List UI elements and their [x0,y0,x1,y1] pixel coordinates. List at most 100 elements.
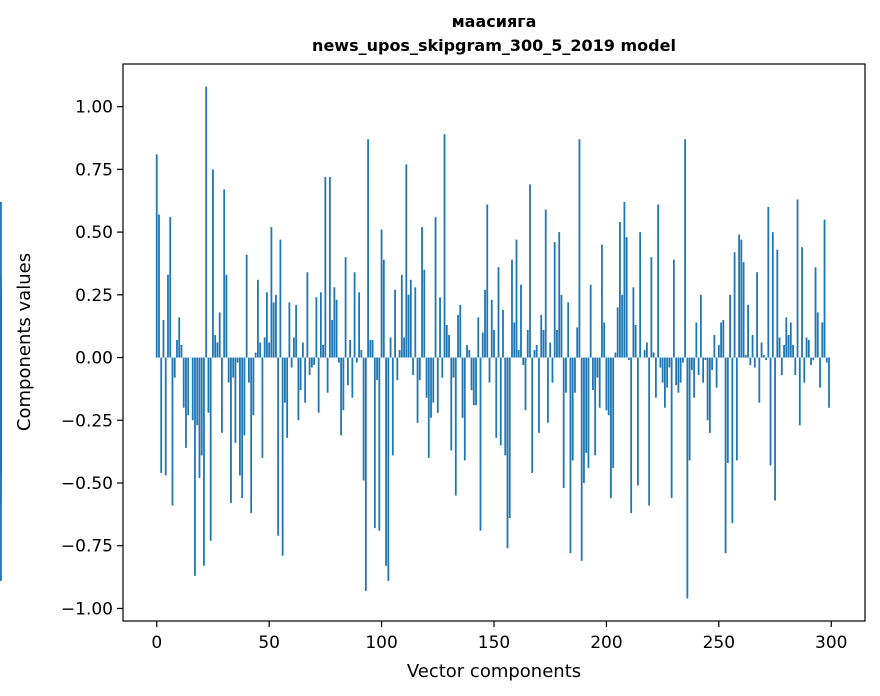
bar [778,337,781,358]
bar [403,337,405,358]
bar [522,357,525,366]
x-tick-label: 200 [590,633,622,653]
bar [169,217,172,358]
bar [376,357,378,381]
bar [628,357,630,361]
bar [724,357,727,554]
y-tick-label: 0.25 [75,286,113,306]
bar [587,357,590,468]
bar [218,312,221,358]
bar [472,357,475,406]
bar [776,249,779,358]
bar [326,357,329,393]
bar [200,357,203,456]
bar [239,357,241,476]
y-tick-label: 0.00 [75,349,113,369]
bar [304,357,307,403]
bar [342,357,345,411]
bar [551,357,554,383]
bar [441,357,444,378]
bar [506,357,509,549]
bar [180,345,183,358]
bar [675,357,678,386]
bar [812,357,815,361]
bar [275,294,277,358]
bar [668,357,671,368]
bar [243,357,246,436]
bar [513,322,516,358]
bar [504,357,507,456]
bar [257,279,259,358]
bar [214,334,217,358]
bar [427,357,430,458]
bar [261,357,264,458]
bar [439,297,441,358]
bar [520,284,522,358]
bar [630,357,633,514]
bar [762,355,765,358]
bar [230,357,232,504]
bar [198,357,201,478]
bar [594,357,597,456]
bar [468,350,471,358]
bar [654,357,657,398]
bar [495,357,498,438]
chart-title: маасияга [452,12,537,31]
bar [463,357,466,461]
bar [607,357,610,416]
bar [614,352,617,358]
bar [486,204,489,358]
bar [286,357,289,438]
bar [560,294,563,358]
bar [421,227,423,358]
bar [502,309,504,358]
bar [344,257,347,358]
bar [281,357,284,556]
bar [176,339,178,358]
bar [0,357,2,381]
bar [598,357,601,408]
bar [178,317,181,358]
bar [360,350,363,358]
bar [538,357,540,433]
bar [207,357,210,413]
bar [369,339,372,358]
y-tick-label: −1.00 [61,599,113,619]
bar [398,350,401,358]
bar [574,357,576,393]
bar [337,357,340,363]
y-tick-label: −0.25 [61,411,113,431]
bar [158,214,160,358]
bar [209,357,212,541]
bar [529,184,531,358]
bar [765,357,767,361]
bar [457,314,459,358]
bar [679,357,682,383]
bar [333,287,336,358]
bar [254,352,257,358]
bar [783,345,785,358]
bar [634,324,637,358]
bar [452,357,455,378]
bar [643,350,646,358]
bar [459,304,462,358]
bar [567,302,570,358]
bar [677,357,680,393]
bar [340,357,342,436]
bar [185,357,187,448]
bar [652,352,655,358]
bar [816,312,819,358]
bar [394,289,396,358]
bar [742,262,745,358]
bar [263,337,266,358]
bar [328,176,331,358]
bar [418,357,421,381]
bar [798,357,801,426]
bar [569,357,572,554]
bar [780,357,783,376]
bar [436,357,439,413]
bar [535,345,538,358]
bar [794,357,797,376]
bar [823,219,826,358]
bar [663,357,666,408]
